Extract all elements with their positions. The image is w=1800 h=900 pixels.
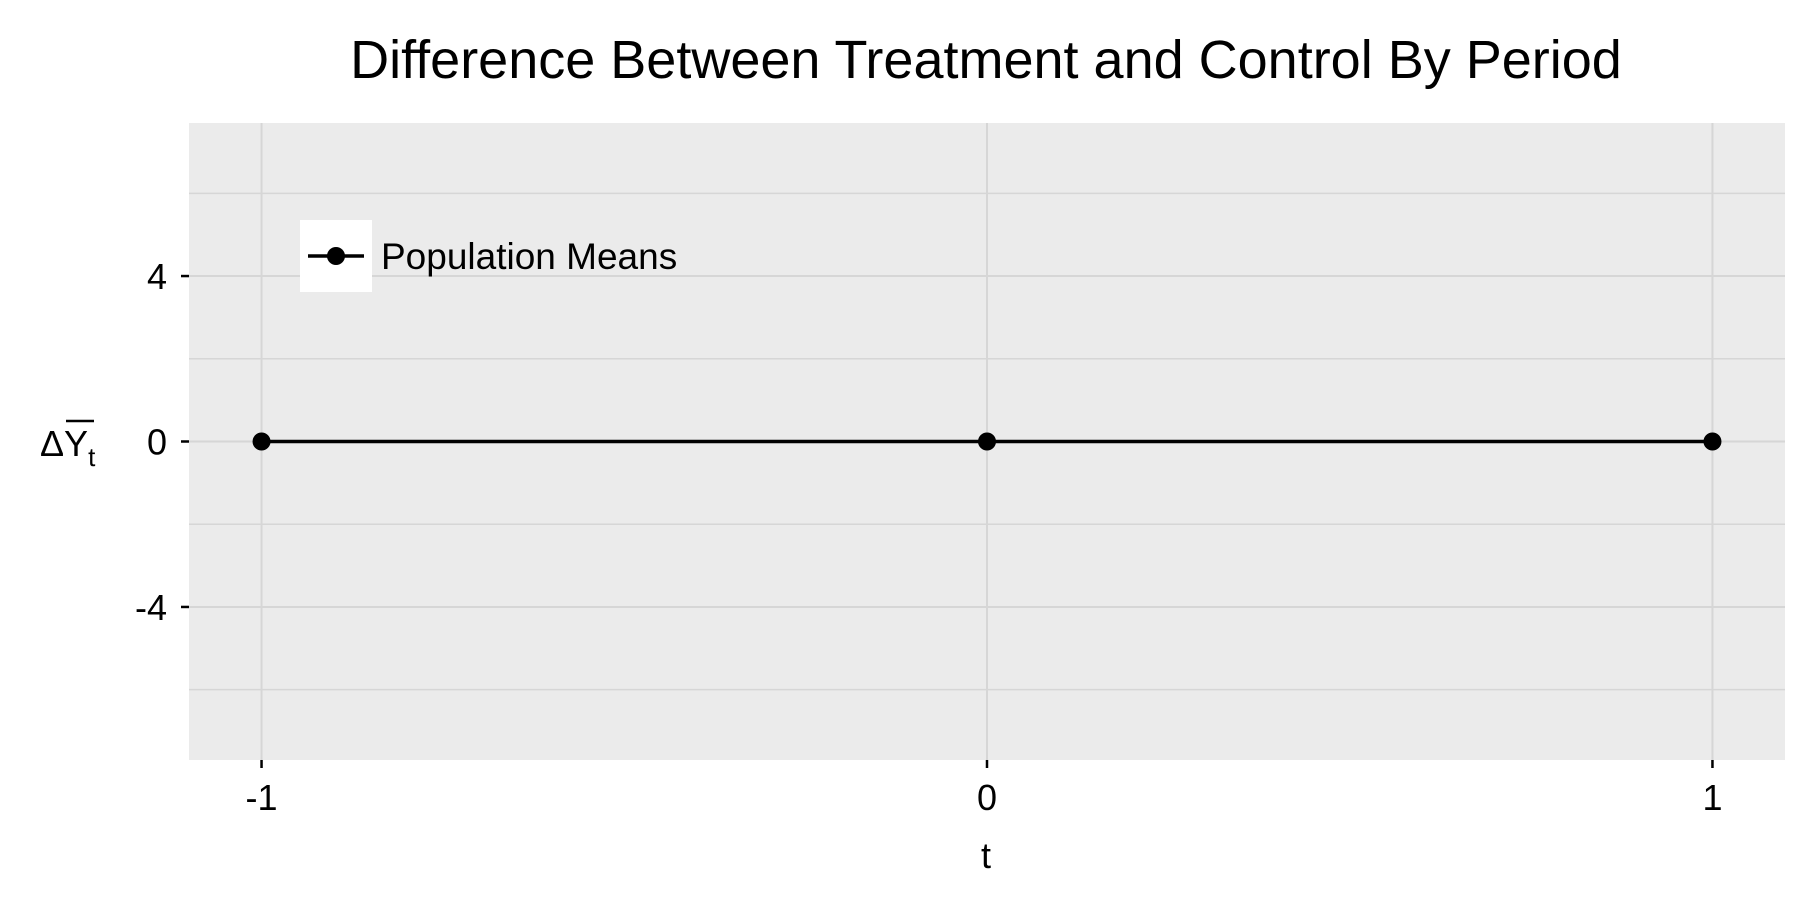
data-point bbox=[1703, 432, 1722, 451]
y-axis-title: ΔYt bbox=[40, 419, 96, 472]
axis-ticks bbox=[181, 274, 1714, 768]
tick-labels: -4 0 4 -1 0 1 bbox=[135, 256, 1722, 818]
y-axis-title-var: Y bbox=[64, 423, 88, 464]
chart-title: Difference Between Treatment and Control… bbox=[350, 30, 1622, 90]
x-tick-label: -1 bbox=[246, 777, 278, 818]
x-axis-title: t bbox=[981, 835, 991, 876]
legend-label: Population Means bbox=[381, 236, 677, 277]
x-tick-label: 0 bbox=[977, 777, 997, 818]
data-point bbox=[978, 432, 996, 451]
series-layer bbox=[252, 432, 1722, 451]
legend: Population Means bbox=[300, 220, 677, 292]
data-point bbox=[252, 432, 271, 451]
y-tick-label: -4 bbox=[135, 587, 167, 628]
y-tick-label: 4 bbox=[147, 256, 167, 297]
x-tick-label: 1 bbox=[1702, 777, 1722, 818]
legend-key-marker bbox=[327, 247, 345, 265]
y-axis-title-symbol: Δ bbox=[40, 423, 64, 464]
svg-text:ΔYt: ΔYt bbox=[40, 423, 96, 472]
y-axis-title-subscript: t bbox=[88, 442, 96, 472]
y-tick-label: 0 bbox=[147, 422, 167, 463]
